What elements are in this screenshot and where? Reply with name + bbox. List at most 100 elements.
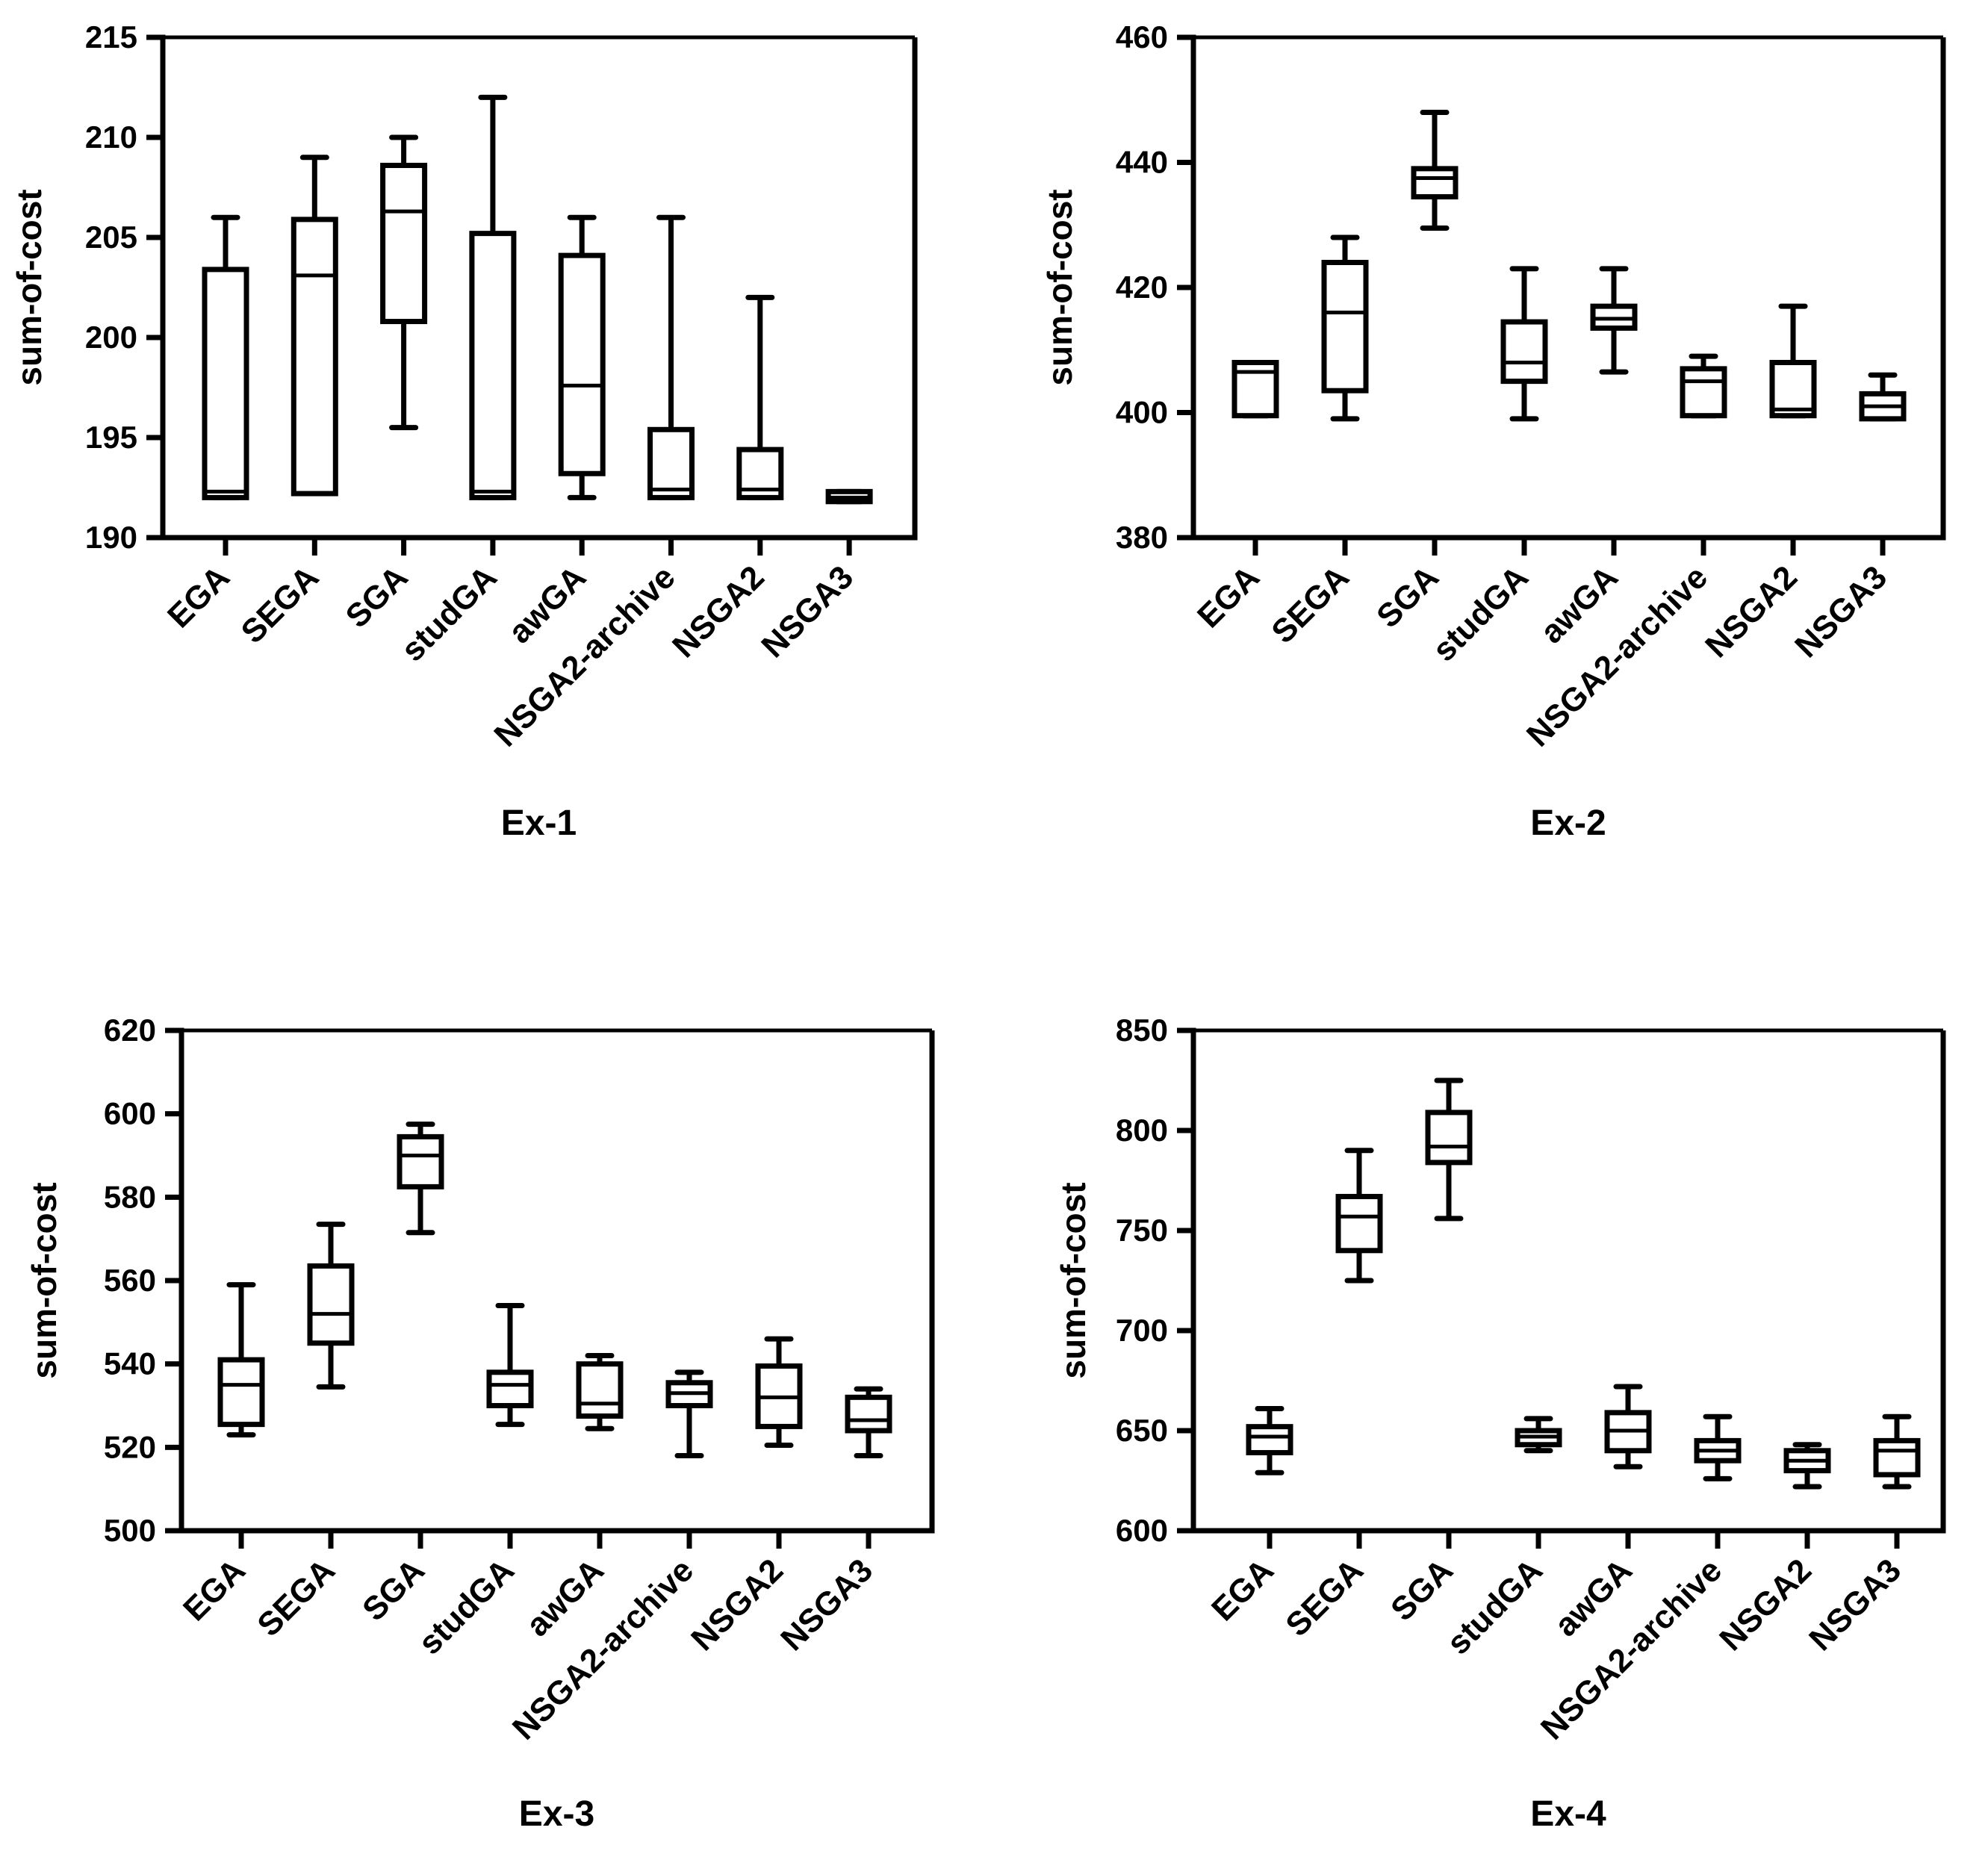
x-tick-label: NSGA3 bbox=[1788, 559, 1894, 665]
y-tick-label: 850 bbox=[1116, 1013, 1168, 1048]
x-tick-label: NSGA2 bbox=[665, 559, 771, 665]
box-NSGA2-archive bbox=[665, 1369, 713, 1458]
box-iqr bbox=[486, 1369, 534, 1409]
box-EGA bbox=[202, 214, 249, 500]
x-tick-label: SEGA bbox=[1279, 1552, 1370, 1643]
y-tick-label: 200 bbox=[85, 320, 137, 355]
box-iqr bbox=[845, 1394, 892, 1434]
box-awGA bbox=[1590, 266, 1638, 375]
box-iqr bbox=[1769, 360, 1817, 419]
y-tick-label: 460 bbox=[1116, 19, 1168, 55]
box-SEGA bbox=[307, 1222, 355, 1390]
box-NSGA2 bbox=[1769, 303, 1817, 419]
box-SGA bbox=[380, 134, 428, 431]
chart-title: Ex-4 bbox=[1530, 1794, 1606, 1834]
box-iqr bbox=[1500, 319, 1548, 385]
box-EGA bbox=[1246, 1406, 1293, 1475]
box-iqr bbox=[1321, 260, 1369, 394]
y-axis-label: sum-of-cost bbox=[25, 1182, 63, 1378]
x-tick-label: SEGA bbox=[250, 1552, 342, 1643]
box-NSGA3 bbox=[825, 488, 873, 505]
box-SGA bbox=[1411, 110, 1459, 231]
box-SEGA bbox=[1321, 234, 1369, 422]
y-axis-label: sum-of-cost bbox=[1054, 1182, 1093, 1378]
box-iqr bbox=[1873, 1437, 1921, 1478]
box-iqr bbox=[1425, 1110, 1473, 1166]
box-studGA bbox=[486, 1303, 534, 1428]
box-NSGA2-archive bbox=[647, 214, 695, 500]
x-tick-label: NSGA3 bbox=[1802, 1552, 1908, 1658]
box-NSGA3 bbox=[1859, 372, 1907, 422]
box-NSGA2 bbox=[1783, 1442, 1831, 1490]
x-tick-label: NSGA2 bbox=[1698, 559, 1804, 665]
box-iqr bbox=[202, 267, 249, 500]
x-tick-label: NSGA2 bbox=[1712, 1552, 1818, 1658]
y-tick-label: 620 bbox=[104, 1013, 156, 1048]
x-tick-label: SGA bbox=[1370, 559, 1446, 635]
box-iqr bbox=[380, 163, 428, 325]
y-tick-label: 520 bbox=[104, 1429, 156, 1464]
box-SGA bbox=[1425, 1077, 1473, 1222]
box-iqr bbox=[1335, 1193, 1383, 1254]
chart-title: Ex-2 bbox=[1530, 803, 1606, 843]
y-tick-label: 600 bbox=[1116, 1513, 1168, 1548]
box-awGA bbox=[558, 214, 606, 500]
box-iqr bbox=[1246, 1424, 1293, 1455]
box-iqr bbox=[1680, 366, 1727, 419]
x-tick-label: EGA bbox=[176, 1552, 252, 1628]
x-tick-label: NSGA2 bbox=[684, 1552, 790, 1658]
y-tick-label: 600 bbox=[104, 1096, 156, 1131]
x-tick-label: EGA bbox=[161, 559, 237, 635]
box-NSGA2 bbox=[736, 294, 784, 500]
y-tick-label: 580 bbox=[104, 1179, 156, 1214]
box-studGA bbox=[1500, 266, 1548, 422]
x-tick-label: studGA bbox=[394, 559, 504, 668]
y-tick-label: 205 bbox=[85, 220, 137, 255]
y-axis-label: sum-of-cost bbox=[1040, 189, 1079, 385]
box-iqr bbox=[307, 1263, 355, 1346]
box-iqr bbox=[397, 1133, 444, 1189]
box-iqr bbox=[576, 1361, 624, 1419]
x-tick-label: NSGA3 bbox=[754, 559, 860, 665]
box-NSGA3 bbox=[845, 1386, 892, 1458]
y-tick-label: 400 bbox=[1116, 395, 1168, 430]
box-SGA bbox=[397, 1122, 444, 1236]
y-tick-label: 195 bbox=[85, 420, 137, 455]
box-iqr bbox=[291, 217, 338, 497]
y-tick-label: 215 bbox=[85, 19, 137, 55]
box-NSGA3 bbox=[1873, 1413, 1921, 1490]
y-tick-label: 540 bbox=[104, 1346, 156, 1381]
box-studGA bbox=[469, 94, 517, 500]
x-tick-label: SEGA bbox=[1264, 559, 1356, 650]
box-EGA bbox=[217, 1282, 265, 1438]
y-tick-label: 210 bbox=[85, 119, 137, 155]
x-tick-label: EGA bbox=[1190, 559, 1267, 635]
x-tick-label: SGA bbox=[339, 559, 415, 635]
box-studGA bbox=[1515, 1416, 1562, 1454]
x-tick-label: studGA bbox=[1440, 1552, 1550, 1661]
y-tick-label: 440 bbox=[1116, 145, 1168, 180]
y-tick-label: 560 bbox=[104, 1263, 156, 1298]
chart-title: Ex-3 bbox=[519, 1794, 594, 1834]
chart-title: Ex-1 bbox=[501, 803, 577, 843]
x-tick-label: NSGA3 bbox=[774, 1552, 880, 1658]
y-tick-label: 750 bbox=[1116, 1213, 1168, 1248]
x-tick-label: EGA bbox=[1205, 1552, 1281, 1628]
x-tick-label: studGA bbox=[1426, 559, 1535, 668]
box-SEGA bbox=[1335, 1148, 1383, 1284]
box-SEGA bbox=[291, 155, 338, 497]
y-tick-label: 190 bbox=[85, 520, 137, 555]
x-tick-label: SGA bbox=[355, 1552, 432, 1628]
y-tick-label: 800 bbox=[1116, 1113, 1168, 1148]
box-NSGA2-archive bbox=[1680, 353, 1727, 419]
y-axis-label: sum-of-cost bbox=[10, 189, 49, 385]
y-tick-label: 700 bbox=[1116, 1313, 1168, 1348]
box-iqr bbox=[1411, 166, 1459, 200]
box-NSGA2-archive bbox=[1694, 1413, 1742, 1481]
y-tick-label: 500 bbox=[104, 1513, 156, 1548]
x-tick-label: studGA bbox=[411, 1552, 521, 1661]
